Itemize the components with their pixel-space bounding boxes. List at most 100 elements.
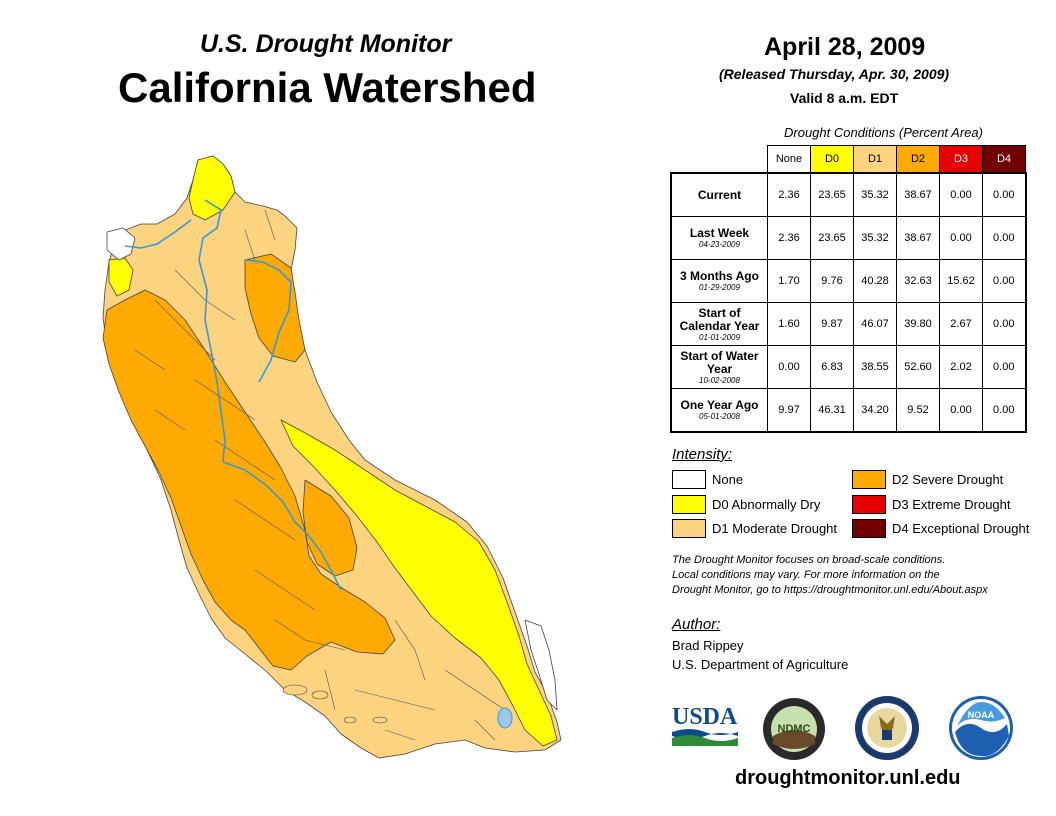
release-date: (Released Thursday, Apr. 30, 2009) [719,66,950,82]
table-cell: 0.00 [982,345,1027,389]
california-watershed-map [102,155,562,759]
legend-item-none: None [672,470,743,489]
table-cell: 0.00 [939,172,983,217]
legend-title: Intensity: [672,446,733,463]
legend-item-d3: D3 Extreme Drought [852,495,1011,514]
table-cell: 2.67 [939,302,983,346]
table-cell: 35.32 [853,172,897,217]
map-subtitle: U.S. Drought Monitor [200,30,452,58]
table-row: Last Week 04-23-2009 2.36 23.65 35.32 38.… [670,216,1027,260]
lake-icon [497,707,513,729]
d0-region-east [280,419,558,747]
table-cell: 38.67 [896,216,940,260]
table-cell: 23.65 [810,216,854,260]
d2-region-sierra [302,479,358,577]
disclaimer-note: The Drought Monitor focuses on broad-sca… [672,553,1042,598]
ndmc-logo: NDMC [763,698,825,760]
table-cell: 40.28 [853,259,897,303]
row-label: Last Week [689,226,750,240]
author-org: U.S. Department of Agriculture [672,657,849,672]
table-header-row: None D0 D1 D2 D3 D4 [671,145,1026,174]
table-cell: 52.60 [896,345,940,389]
usda-logo: USDA [672,704,738,746]
island-b [311,690,329,700]
table-row: Start of Water Year 10-02-2008 0.00 6.83 … [670,345,1027,389]
author-title: Author: [672,616,721,633]
table-cell: 6.83 [810,345,854,389]
table-cell: 38.67 [896,172,940,217]
note-line: Local conditions may vary. For more info… [672,569,940,581]
legend-swatch [672,519,706,538]
note-line: Drought Monitor, go to https://droughtmo… [672,584,988,596]
table-row: One Year Ago 05-01-2008 9.97 46.31 34.20 … [670,388,1027,433]
row-date: 04-23-2009 [699,240,740,249]
row-date: 10-02-2008 [699,375,740,385]
ndmc-logo-text: NDMC [778,723,811,735]
table-cell: 9.87 [810,302,854,346]
table-cell: 9.76 [810,259,854,303]
noaa-logo-text: NOAA [968,710,995,720]
none-region-east [524,619,558,711]
legend-item-d2: D2 Severe Drought [852,470,1003,489]
legend-item-d1: D1 Moderate Drought [672,519,837,538]
table-cell: 46.07 [853,302,897,346]
legend-swatch [672,495,706,514]
legend-swatch [852,519,886,538]
table-caption: Drought Conditions (Percent Area) [784,125,983,140]
table-cell: 35.32 [853,216,897,260]
table-row: Start of Calendar Year 01-01-2009 1.60 9.… [670,302,1027,346]
col-header-d2: D2 [896,145,940,174]
d2-region-west [102,289,396,671]
table-cell: 0.00 [982,172,1027,217]
table-cell: 1.70 [767,259,811,303]
d0-region-north [188,155,236,221]
usda-logo-text: USDA [672,704,738,730]
map-date: April 28, 2009 [764,33,926,61]
table-cell: 0.00 [767,345,811,389]
col-header-d1: D1 [853,145,897,174]
legend-label: D1 Moderate Drought [712,521,838,536]
island-c [343,716,357,724]
table-cell: 0.00 [982,259,1027,303]
row-label: 3 Months Ago [680,269,759,283]
legend-item-d0: D0 Abnormally Dry [672,495,820,514]
table-cell: 2.02 [939,345,983,389]
table-row: Current 2.36 23.65 35.32 38.67 0.00 0.00 [670,172,1027,217]
col-header-d3: D3 [939,145,983,174]
legend-swatch [852,470,886,489]
table-cell: 0.00 [982,388,1027,433]
d0-region-coast [108,257,134,297]
river-feather [244,259,292,383]
valid-time: Valid 8 a.m. EDT [790,90,899,106]
noaa-logo: NOAA [949,696,1013,760]
row-date: 01-29-2009 [699,283,740,292]
table-cell: 38.55 [853,345,897,389]
table-cell: 0.00 [939,216,983,260]
table-row: 3 Months Ago 01-29-2009 1.70 9.76 40.28 3… [670,259,1027,303]
table-cell: 34.20 [853,388,897,433]
table-cell: 0.00 [939,388,983,433]
table-cell: 0.00 [982,216,1027,260]
website-url[interactable]: droughtmonitor.unl.edu [735,767,961,789]
table-cell: 2.36 [767,216,811,260]
river-klamath [124,219,192,249]
legend-swatch [852,495,886,514]
legend-label: D0 Abnormally Dry [712,497,821,512]
row-label: Start of Water Year [680,348,759,376]
row-label: One Year Ago [680,398,759,412]
table-cell: 32.63 [896,259,940,303]
col-header-d0: D0 [810,145,854,174]
map-title: California Watershed [118,64,537,111]
table-cell: 9.52 [896,388,940,433]
table-cell: 39.80 [896,302,940,346]
table-cell: 9.97 [767,388,811,433]
col-header-none: None [767,145,811,174]
row-label: Current [697,187,742,202]
row-date: 01-01-2009 [699,332,740,342]
table-cell: 0.00 [982,302,1027,346]
river-san-joaquin [222,461,342,591]
table-cell: 46.31 [810,388,854,433]
table-cell: 2.36 [767,172,811,217]
row-label: Start of Calendar Year [679,305,760,333]
legend-swatch [672,470,706,489]
